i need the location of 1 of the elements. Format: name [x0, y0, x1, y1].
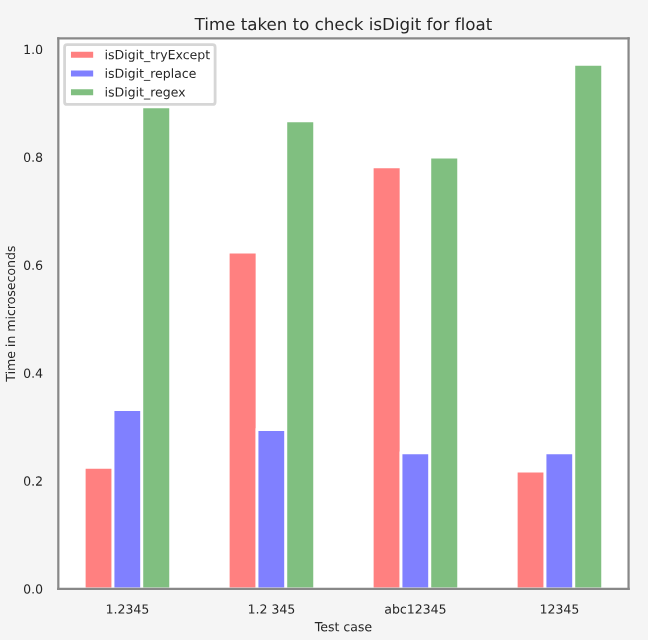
chart-title: Time taken to check isDigit for float — [194, 17, 492, 34]
